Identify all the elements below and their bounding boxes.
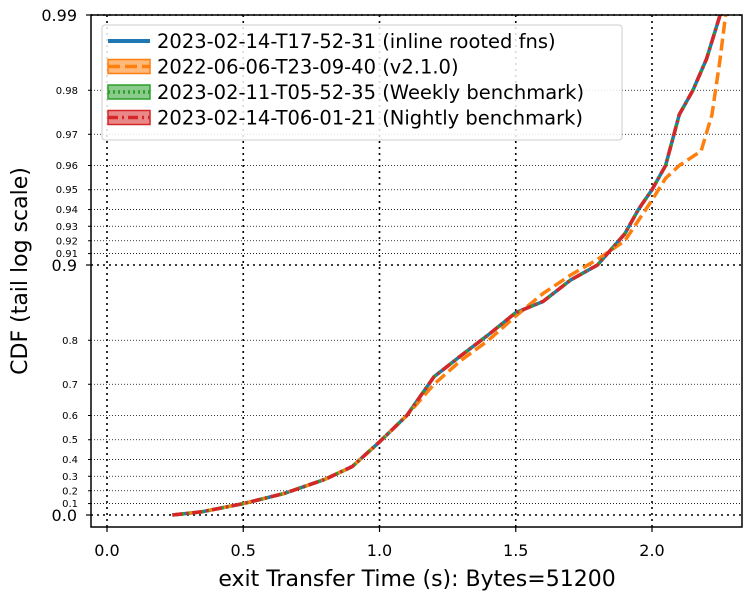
series-layer: [172, 14, 728, 517]
y-minor-tick-label: 0.5: [62, 435, 78, 446]
y-minor-tick-label: 0.91: [56, 249, 78, 260]
legend-label: 2022-06-06-T23-09-40 (v2.1.0): [157, 56, 459, 79]
legend: 2023-02-14-T17-52-31 (inline rooted fns)…: [101, 24, 623, 141]
legend-label: 2023-02-11-T05-52-35 (Weekly benchmark): [157, 81, 584, 104]
legend-box: [101, 24, 623, 141]
y-minor-tick-label: 0.6: [62, 411, 78, 422]
x-tick-label: 0.0: [94, 541, 119, 560]
y-minor-tick-label: 0.4: [62, 455, 78, 466]
y-minor-tick-label: 0.94: [56, 205, 78, 216]
y-tick-label: 0.9: [52, 256, 77, 275]
x-tick-label: 1.5: [503, 541, 528, 560]
y-minor-tick-label: 0.92: [56, 236, 78, 247]
y-minor-tick-label: 0.95: [56, 185, 78, 196]
series-line-4: [172, 14, 722, 517]
y-minor-tick-label: 0.98: [56, 86, 78, 97]
y-minor-tick-label: 0.93: [56, 222, 78, 233]
y-axis-label: CDF (tail log scale): [8, 167, 33, 375]
legend-label: 2023-02-14-T17-52-31 (inline rooted fns): [157, 30, 556, 53]
legend-label: 2023-02-14-T06-01-21 (Nightly benchmark): [157, 107, 583, 130]
y-minor-tick-label: 0.1: [62, 499, 78, 510]
y-minor-tick-label: 0.96: [56, 161, 78, 172]
y-minor-tick-label: 0.97: [56, 130, 78, 141]
y-tick-label: 0.99: [41, 6, 77, 25]
y-minor-tick-label: 0.8: [62, 336, 78, 347]
ticks-layer: 0.0 0.5 1.0 1.5 2.0 0.0 0.9 0.99 0.1 0.2 0.3 0.4 0.5…: [41, 6, 664, 560]
x-axis-label: exit Transfer Time (s): Bytes=51200: [218, 567, 615, 592]
plot-frame: [90, 14, 743, 528]
x-tick-label: 1.0: [367, 541, 392, 560]
y-minor-tick-label: 0.7: [62, 380, 78, 391]
y-minor-tick-label: 0.3: [62, 472, 78, 483]
y-tick-label: 0.0: [52, 506, 77, 525]
x-tick-label: 0.5: [231, 541, 256, 560]
x-tick-label: 2.0: [639, 541, 664, 560]
y-minor-tick-label: 0.2: [62, 486, 78, 497]
